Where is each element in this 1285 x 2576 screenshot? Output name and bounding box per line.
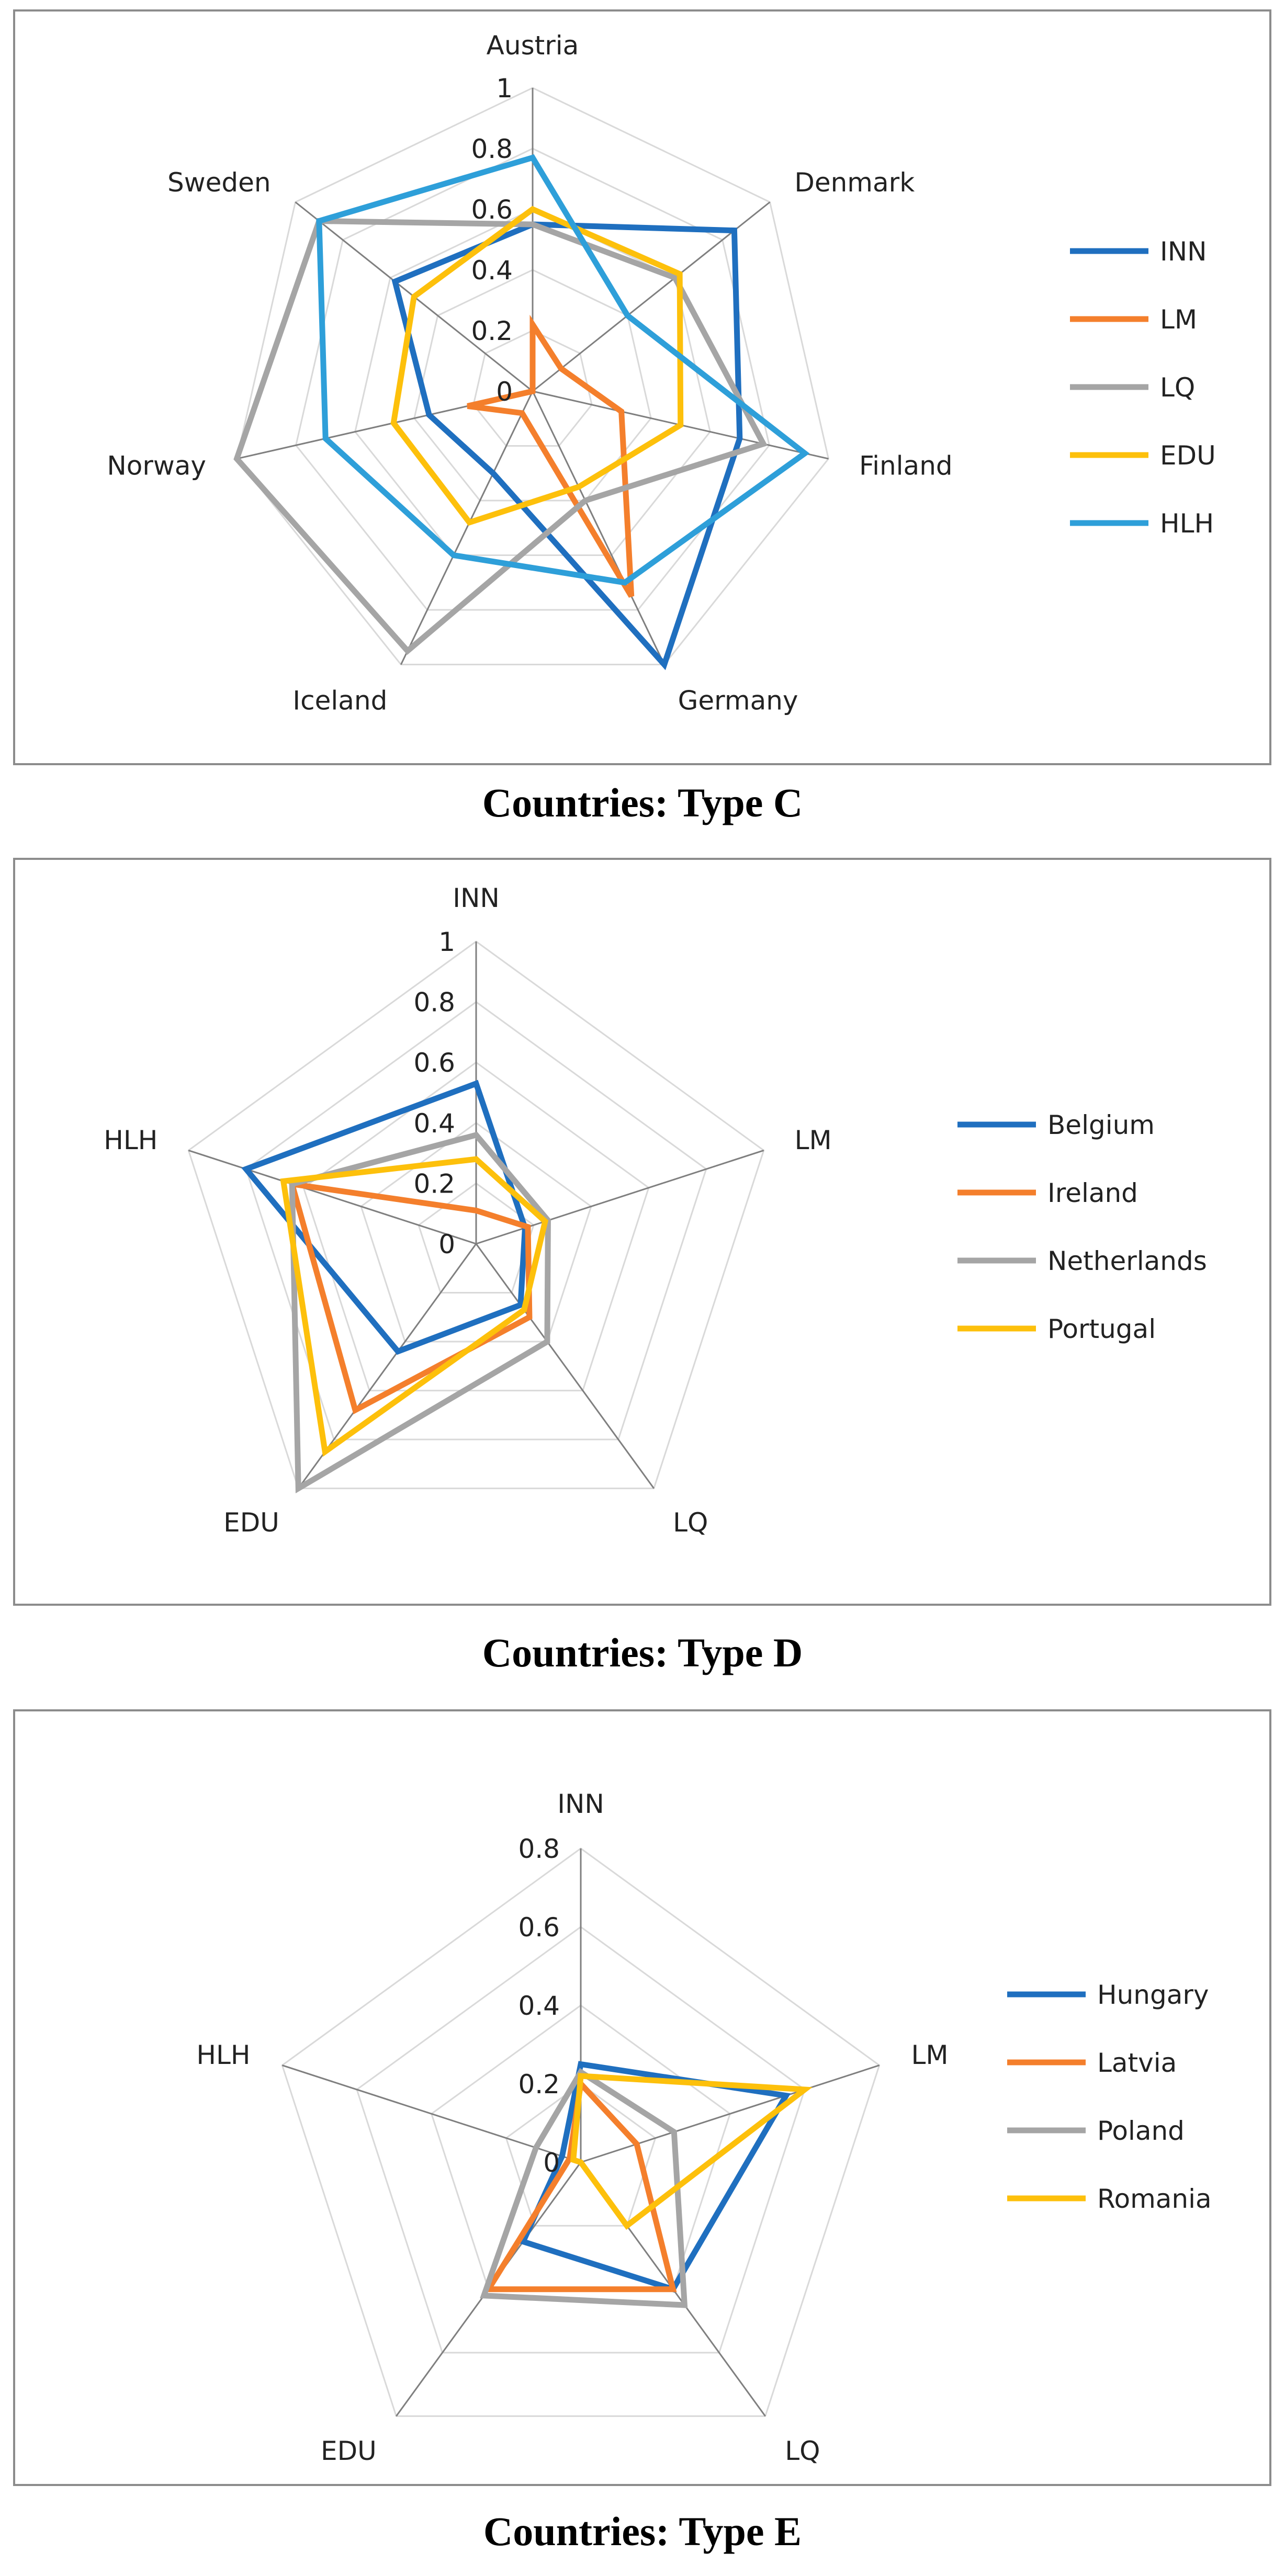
gridline-1	[505, 2083, 657, 2227]
tick-label: 0	[543, 2148, 560, 2178]
legend-label-portugal: Portugal	[1047, 1314, 1156, 1344]
legend-label-inn: INN	[1160, 236, 1207, 267]
axis-label-lq: LQ	[673, 1507, 708, 1538]
series-poland	[480, 2068, 688, 2308]
legend-label-romania: Romania	[1097, 2184, 1212, 2214]
tick-label: 0.4	[518, 1991, 560, 2021]
axis-label-lq: LQ	[785, 2436, 820, 2466]
tick-label: 1	[438, 927, 455, 957]
gridline-3	[356, 1926, 806, 2354]
series-hlh	[316, 154, 810, 586]
radar-chart-type-c: 0 0.2 0.4 0.6 0.8 1 Austria Denmark Finland Germa…	[107, 30, 1216, 716]
gridline-4	[281, 1847, 881, 2417]
series-inn	[391, 221, 743, 671]
tick-label: 0.8	[413, 988, 455, 1018]
tick-label: 1	[496, 73, 513, 104]
chart-title-type-c: Countries: Type C	[482, 780, 803, 825]
axis-label-austria: Austria	[487, 30, 579, 61]
axis-label-iceland: Iceland	[292, 686, 387, 716]
series-lq	[233, 218, 768, 655]
axis-label-hlh: HLH	[196, 2040, 250, 2070]
gridline-3	[302, 1061, 650, 1392]
axis-label-lm: LM	[795, 1125, 832, 1155]
axis-spoke-hlh	[188, 1149, 477, 1245]
series-portugal	[280, 1156, 549, 1457]
legend-label-latvia: Latvia	[1097, 2048, 1177, 2078]
legend-label-hlh: HLH	[1160, 508, 1214, 539]
axis-label-edu: EDU	[321, 2436, 377, 2466]
tick-label: 0.4	[413, 1108, 455, 1139]
axis-spoke-denmark	[532, 201, 771, 392]
tick-label: 0.6	[471, 195, 513, 225]
series-ireland	[288, 1181, 533, 1415]
axis-spoke-lm	[580, 2064, 880, 2163]
tick-label: 0.2	[471, 316, 513, 346]
series-romania	[570, 2073, 813, 2230]
tick-label: 0.4	[471, 255, 513, 286]
gridline-1	[472, 330, 593, 447]
legend-label-netherlands: Netherlands	[1047, 1246, 1207, 1276]
tick-label: 0.2	[413, 1168, 455, 1199]
axis-label-norway: Norway	[107, 450, 206, 481]
axis-label-sweden: Sweden	[167, 167, 271, 198]
axis-spoke-iceland	[400, 391, 534, 665]
tick-label: 0	[438, 1229, 455, 1259]
tick-label: 0	[496, 377, 513, 407]
axis-label-hlh: HLH	[104, 1125, 157, 1155]
axis-label-germany: Germany	[678, 686, 798, 716]
series-latvia	[483, 2077, 677, 2293]
tick-label: 0.2	[518, 2069, 560, 2100]
legend-label-lq: LQ	[1160, 372, 1195, 403]
legend-label-lm: LM	[1160, 304, 1197, 335]
axis-label-inn: INN	[453, 883, 500, 913]
gridline-5	[187, 940, 765, 1490]
gridline-4	[245, 1001, 707, 1440]
axis-spoke-lq	[475, 1243, 655, 1489]
chart-title-type-d: Countries: Type D	[482, 1630, 803, 1675]
chart-title-type-e: Countries: Type E	[483, 2509, 802, 2554]
gridline-5	[235, 87, 830, 666]
chart-panel-type-d	[13, 858, 1271, 1606]
legend-label-ireland: Ireland	[1047, 1178, 1138, 1208]
tick-label: 0.6	[413, 1048, 455, 1078]
axis-spoke-germany	[532, 391, 666, 665]
tick-label: 0.8	[518, 1834, 560, 1864]
tick-label: 0.6	[518, 1912, 560, 1943]
axis-label-finland: Finland	[859, 450, 953, 481]
radar-chart-type-d: 0 0.2 0.4 0.6 0.8 1 INN LM LQ EDU HLH Belgium Irelan…	[104, 883, 1207, 1538]
series-hungary	[519, 2061, 791, 2293]
axis-label-lm: LM	[911, 2040, 949, 2070]
axis-label-edu: EDU	[223, 1507, 279, 1538]
series-edu	[390, 206, 684, 526]
legend-label-poland: Poland	[1097, 2116, 1185, 2146]
axis-label-denmark: Denmark	[794, 167, 915, 198]
axis-label-inn: INN	[557, 1789, 604, 1819]
tick-label: 0.8	[471, 134, 513, 164]
gridline-4	[295, 147, 770, 611]
chart-panel-type-e	[13, 1709, 1271, 2486]
legend-label-edu: EDU	[1160, 440, 1216, 471]
series-belgium	[241, 1080, 528, 1355]
axis-spoke-hlh	[281, 2064, 581, 2163]
legend-label-hungary: Hungary	[1097, 1980, 1209, 2010]
radar-chart-type-e: 0 0.2 0.4 0.6 0.8 INN LM LQ EDU HLH Hungary Latvia P…	[196, 1789, 1212, 2466]
legend-label-belgium: Belgium	[1047, 1110, 1155, 1140]
